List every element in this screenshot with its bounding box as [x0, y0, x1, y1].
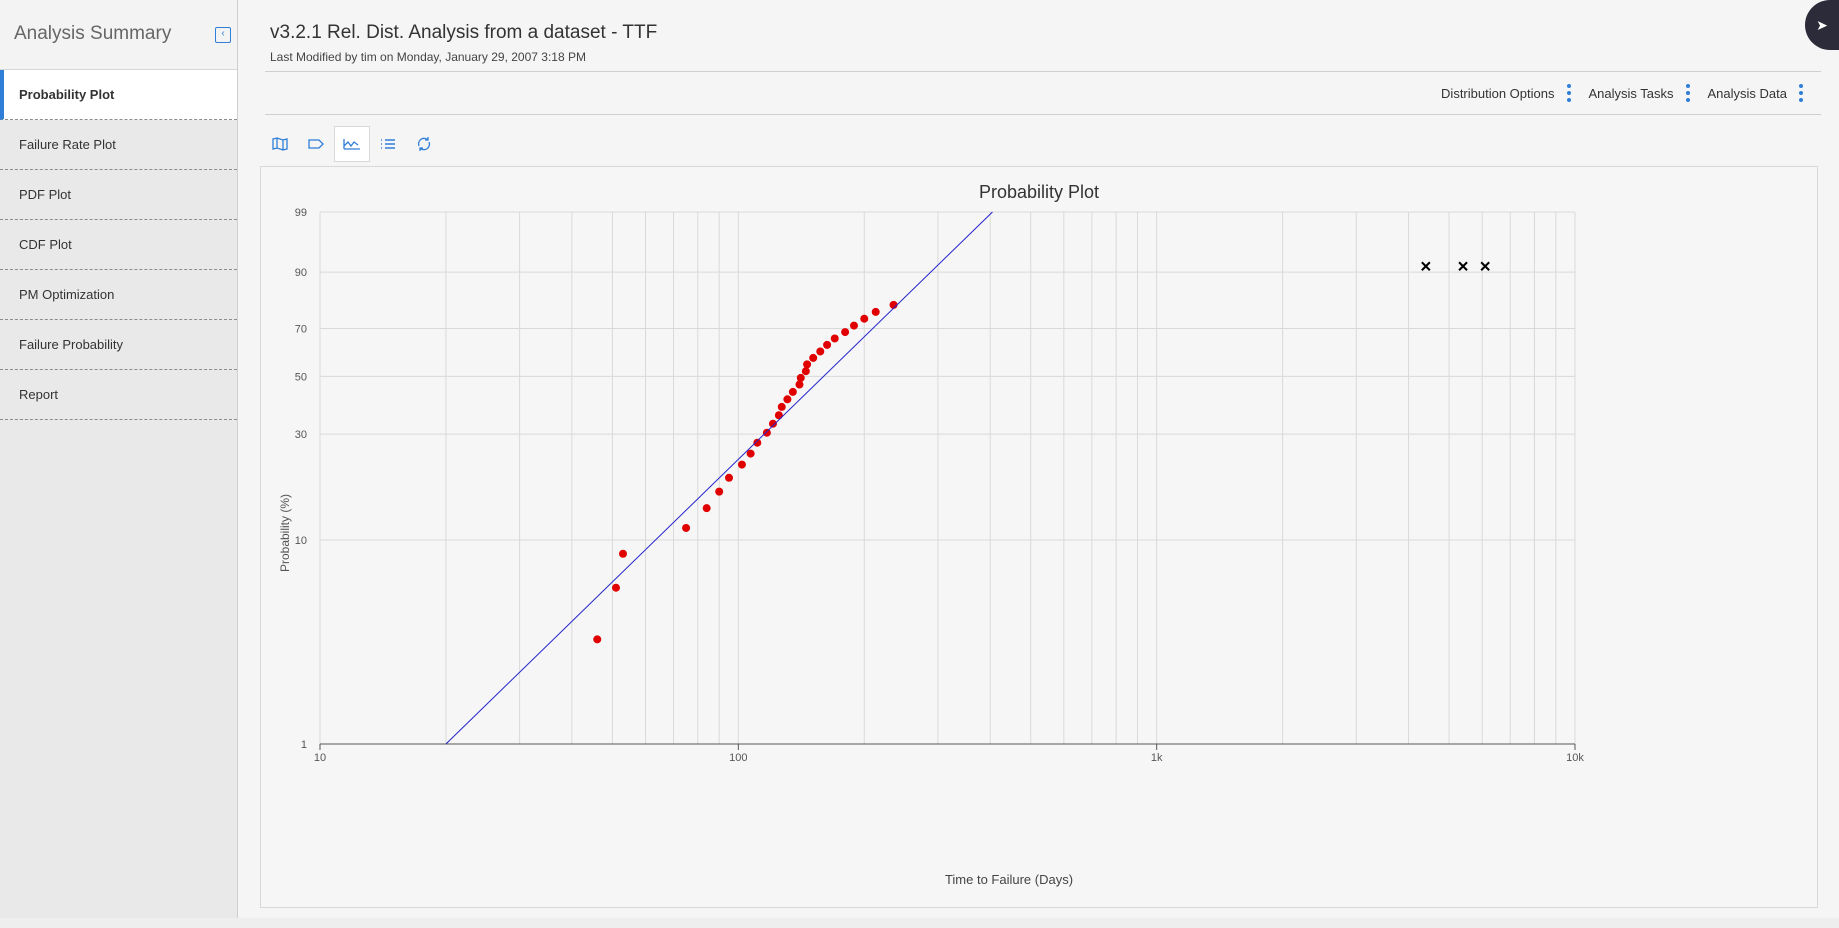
- x-tick-label: 10: [314, 752, 326, 764]
- exit-icon[interactable]: ➤: [1805, 0, 1839, 50]
- data-point: [823, 340, 832, 349]
- analysis-toolbar: Distribution Options Analysis Tasks Anal…: [1441, 84, 1803, 102]
- y-tick-label: 99: [295, 207, 307, 219]
- data-point: [768, 419, 777, 428]
- data-point: [803, 360, 812, 369]
- distribution-options-label: Distribution Options: [1441, 85, 1555, 101]
- data-point: [725, 473, 734, 482]
- chart-title: Probability Plot: [979, 182, 1099, 202]
- plot-tools: [262, 126, 442, 162]
- data-point: [830, 334, 839, 343]
- data-point: [612, 583, 621, 592]
- y-axis-label: Probability (%): [278, 494, 292, 572]
- distribution-options-menu[interactable]: Distribution Options: [1441, 84, 1571, 102]
- data-point: [849, 321, 858, 330]
- page-title: v3.2.1 Rel. Dist. Analysis from a datase…: [270, 22, 658, 43]
- sidebar-item-failure-rate-plot[interactable]: Failure Rate Plot: [0, 120, 237, 170]
- fit-line: [445, 211, 993, 745]
- data-point: [762, 428, 771, 437]
- sidebar-item-report[interactable]: Report: [0, 370, 237, 420]
- map-icon[interactable]: [262, 126, 298, 162]
- sidebar-header: Analysis Summary ‹: [0, 0, 237, 70]
- data-point: [809, 353, 818, 362]
- main-content: v3.2.1 Rel. Dist. Analysis from a datase…: [238, 0, 1839, 918]
- x-axis-label: Time to Failure (Days): [945, 872, 1073, 887]
- line-chart-icon[interactable]: [334, 126, 370, 162]
- y-tick-label: 70: [295, 323, 307, 335]
- tag-icon[interactable]: [298, 126, 334, 162]
- data-point: [841, 328, 850, 337]
- x-tick-label: 10k: [1566, 752, 1584, 764]
- data-point: [795, 380, 804, 389]
- data-point: [702, 504, 711, 513]
- suspended-point: [1421, 261, 1431, 271]
- x-tick-label: 1k: [1151, 752, 1163, 764]
- refresh-icon[interactable]: [406, 126, 442, 162]
- data-point: [737, 460, 746, 469]
- analysis-tasks-menu[interactable]: Analysis Tasks: [1589, 84, 1690, 102]
- probability-plot-chart: 1 10 30 50 70 90 99 10 100 1k 10k Probability Plot…: [260, 166, 1818, 908]
- y-tick-label: 10: [295, 535, 307, 547]
- toolbar-divider: [265, 114, 1821, 115]
- sidebar-item-probability-plot[interactable]: Probability Plot: [0, 70, 237, 120]
- y-tick-label: 90: [295, 267, 307, 279]
- collapse-sidebar-icon[interactable]: ‹: [215, 27, 231, 43]
- data-point: [801, 367, 810, 376]
- header-divider: [265, 71, 1821, 72]
- x-tick-label: 100: [729, 752, 747, 764]
- sidebar-item-pdf-plot[interactable]: PDF Plot: [0, 170, 237, 220]
- y-tick-label: 50: [295, 371, 307, 383]
- list-icon[interactable]: [370, 126, 406, 162]
- analysis-data-menu[interactable]: Analysis Data: [1708, 84, 1803, 102]
- sidebar-item-cdf-plot[interactable]: CDF Plot: [0, 220, 237, 270]
- y-tick-label: 1: [301, 739, 307, 751]
- data-point: [796, 373, 805, 382]
- plot-area: [320, 212, 1575, 744]
- data-point: [593, 635, 602, 644]
- suspended-point: [1458, 261, 1468, 271]
- sidebar-item-failure-probability[interactable]: Failure Probability: [0, 320, 237, 370]
- data-point: [774, 411, 783, 420]
- sidebar: Analysis Summary ‹ Probability Plot Fail…: [0, 0, 238, 918]
- data-point: [753, 438, 762, 447]
- data-point: [618, 549, 627, 558]
- data-point: [816, 347, 825, 356]
- data-point: [682, 523, 691, 532]
- data-point: [746, 449, 755, 458]
- status-bar: [0, 918, 1839, 928]
- data-point: [777, 402, 786, 411]
- sidebar-item-pm-optimization[interactable]: PM Optimization: [0, 270, 237, 320]
- kebab-menu-icon: [1799, 84, 1803, 102]
- last-modified-text: Last Modified by tim on Monday, January …: [270, 50, 586, 64]
- chart-svg: 1 10 30 50 70 90 99 10 100 1k 10k Probability Plot…: [278, 182, 1584, 887]
- analysis-data-label: Analysis Data: [1707, 85, 1787, 101]
- sidebar-title: Analysis Summary: [14, 23, 172, 44]
- kebab-menu-icon: [1685, 84, 1690, 102]
- analysis-tasks-label: Analysis Tasks: [1588, 85, 1674, 101]
- data-point: [715, 487, 724, 496]
- data-point: [871, 307, 880, 316]
- suspended-point: [1480, 261, 1490, 271]
- y-tick-label: 30: [295, 429, 307, 441]
- data-point: [860, 314, 869, 323]
- kebab-menu-icon: [1566, 84, 1571, 102]
- data-point: [788, 387, 797, 396]
- data-point: [783, 395, 792, 404]
